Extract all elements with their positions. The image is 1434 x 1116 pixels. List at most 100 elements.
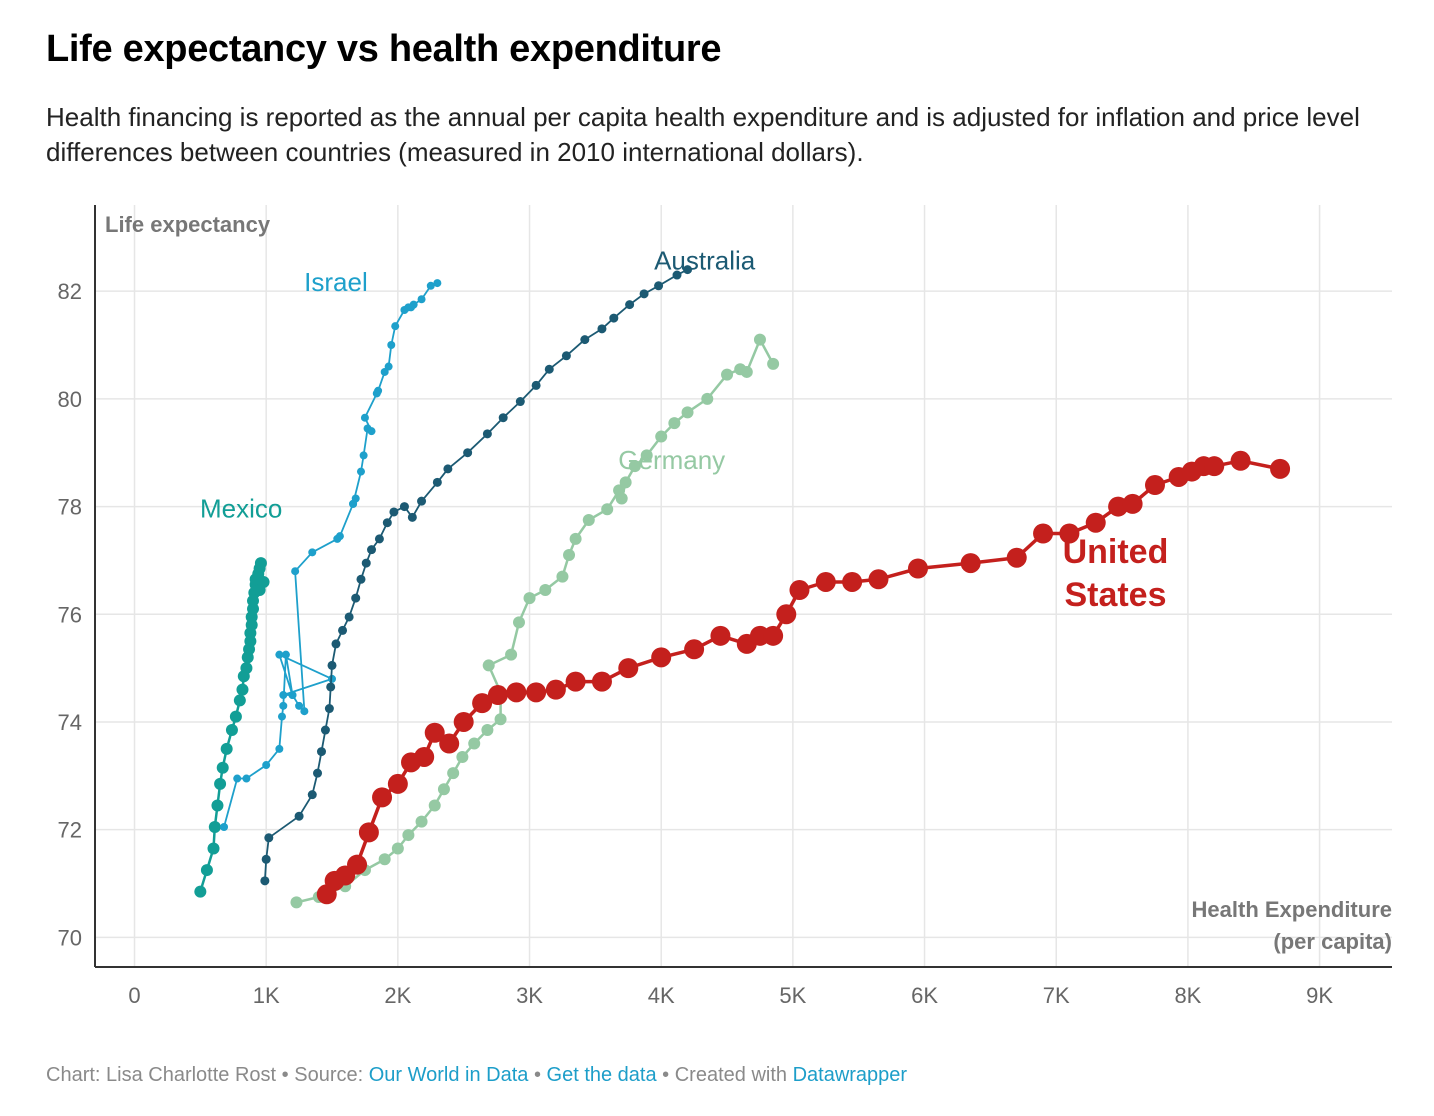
- data-point: [776, 604, 797, 625]
- data-point: [619, 476, 632, 489]
- data-point: [356, 467, 365, 476]
- data-point: [597, 324, 607, 334]
- data-point: [515, 397, 525, 407]
- data-point: [294, 811, 304, 821]
- data-point: [907, 558, 928, 579]
- x-tick-label: 9K: [1306, 983, 1333, 1008]
- data-point: [842, 571, 863, 592]
- data-point: [1059, 523, 1080, 544]
- data-point: [531, 380, 541, 390]
- data-point: [868, 569, 889, 590]
- data-point: [254, 557, 267, 570]
- footer-separator: •: [656, 1064, 675, 1086]
- data-point: [639, 289, 649, 299]
- x-tick-label: 6K: [911, 983, 938, 1008]
- data-point: [391, 322, 400, 331]
- data-point: [1085, 512, 1106, 533]
- data-point: [367, 545, 377, 555]
- footer-separator: •: [276, 1064, 295, 1086]
- data-point: [1122, 493, 1143, 514]
- data-point: [512, 616, 525, 629]
- data-point: [349, 499, 358, 508]
- data-point: [740, 365, 753, 378]
- footer-chart-by: Chart: Lisa Charlotte Rost: [46, 1064, 277, 1086]
- data-point: [220, 822, 229, 831]
- data-point: [426, 281, 435, 290]
- x-tick-label: 3K: [516, 983, 543, 1008]
- data-point: [481, 724, 494, 737]
- data-point: [960, 553, 981, 574]
- grid-lines: [95, 205, 1392, 967]
- get-data-link[interactable]: Get the data: [546, 1064, 657, 1086]
- data-point: [615, 492, 628, 505]
- data-point: [407, 512, 417, 522]
- data-point: [200, 864, 213, 877]
- data-point: [277, 712, 286, 721]
- footer-source-label: Source:: [294, 1064, 369, 1086]
- data-point: [216, 761, 229, 774]
- y-axis-label: Life expectancy: [105, 212, 271, 237]
- labels-layer: Mexico Israel Australia Germany United States: [200, 246, 1168, 614]
- y-tick-label: 80: [58, 387, 82, 412]
- data-point: [275, 650, 284, 659]
- data-point: [556, 570, 569, 583]
- data-point: [683, 265, 693, 275]
- data-point: [295, 701, 304, 710]
- x-tick-label: 4K: [648, 983, 675, 1008]
- series-layer: [194, 265, 1291, 909]
- data-point: [721, 368, 734, 381]
- data-point: [417, 295, 426, 304]
- data-point: [220, 742, 233, 755]
- data-point: [433, 279, 442, 288]
- data-point: [582, 514, 595, 527]
- data-point: [414, 746, 435, 767]
- data-point: [358, 822, 379, 843]
- data-point: [264, 833, 274, 843]
- data-point: [288, 691, 297, 700]
- data-point: [275, 744, 284, 753]
- data-point: [378, 853, 391, 866]
- data-point: [207, 842, 220, 855]
- data-point: [601, 503, 614, 516]
- data-point: [257, 575, 270, 588]
- data-point: [815, 571, 836, 592]
- y-tick-label: 72: [58, 818, 82, 843]
- data-point: [672, 270, 682, 280]
- data-point: [684, 639, 705, 660]
- data-point: [384, 362, 393, 371]
- data-point: [367, 427, 376, 436]
- data-point: [609, 313, 619, 323]
- source-link[interactable]: Our World in Data: [368, 1064, 529, 1086]
- data-point: [1230, 450, 1251, 471]
- series-label: Australia: [654, 246, 756, 276]
- y-tick-label: 82: [58, 279, 82, 304]
- data-point: [565, 671, 586, 692]
- data-point: [387, 773, 408, 794]
- data-point: [1270, 458, 1291, 479]
- data-point: [260, 876, 270, 886]
- y-tick-label: 74: [58, 710, 82, 735]
- y-tick-label: 76: [58, 602, 82, 627]
- data-point: [591, 671, 612, 692]
- data-point: [281, 650, 290, 659]
- data-point: [651, 647, 672, 668]
- data-point: [359, 451, 368, 460]
- data-point: [324, 704, 334, 714]
- data-point: [428, 799, 441, 812]
- series-line: [223, 282, 438, 828]
- data-point: [505, 648, 518, 661]
- data-point: [233, 774, 242, 783]
- data-point: [208, 820, 221, 833]
- data-point: [214, 777, 227, 790]
- data-point: [415, 815, 428, 828]
- data-point: [701, 392, 714, 405]
- data-point: [710, 625, 731, 646]
- footer-separator: •: [528, 1064, 547, 1086]
- data-point: [628, 460, 641, 473]
- data-point: [580, 335, 590, 345]
- axes: 0 1K 2K 3K 4K 5K 6K 7K 8K 9K 70 72 74 76 78 80 82 Life ex…: [58, 205, 1392, 1008]
- series-label: States: [1064, 576, 1166, 614]
- data-point: [338, 625, 348, 635]
- datawrapper-link[interactable]: Datawrapper: [792, 1064, 908, 1086]
